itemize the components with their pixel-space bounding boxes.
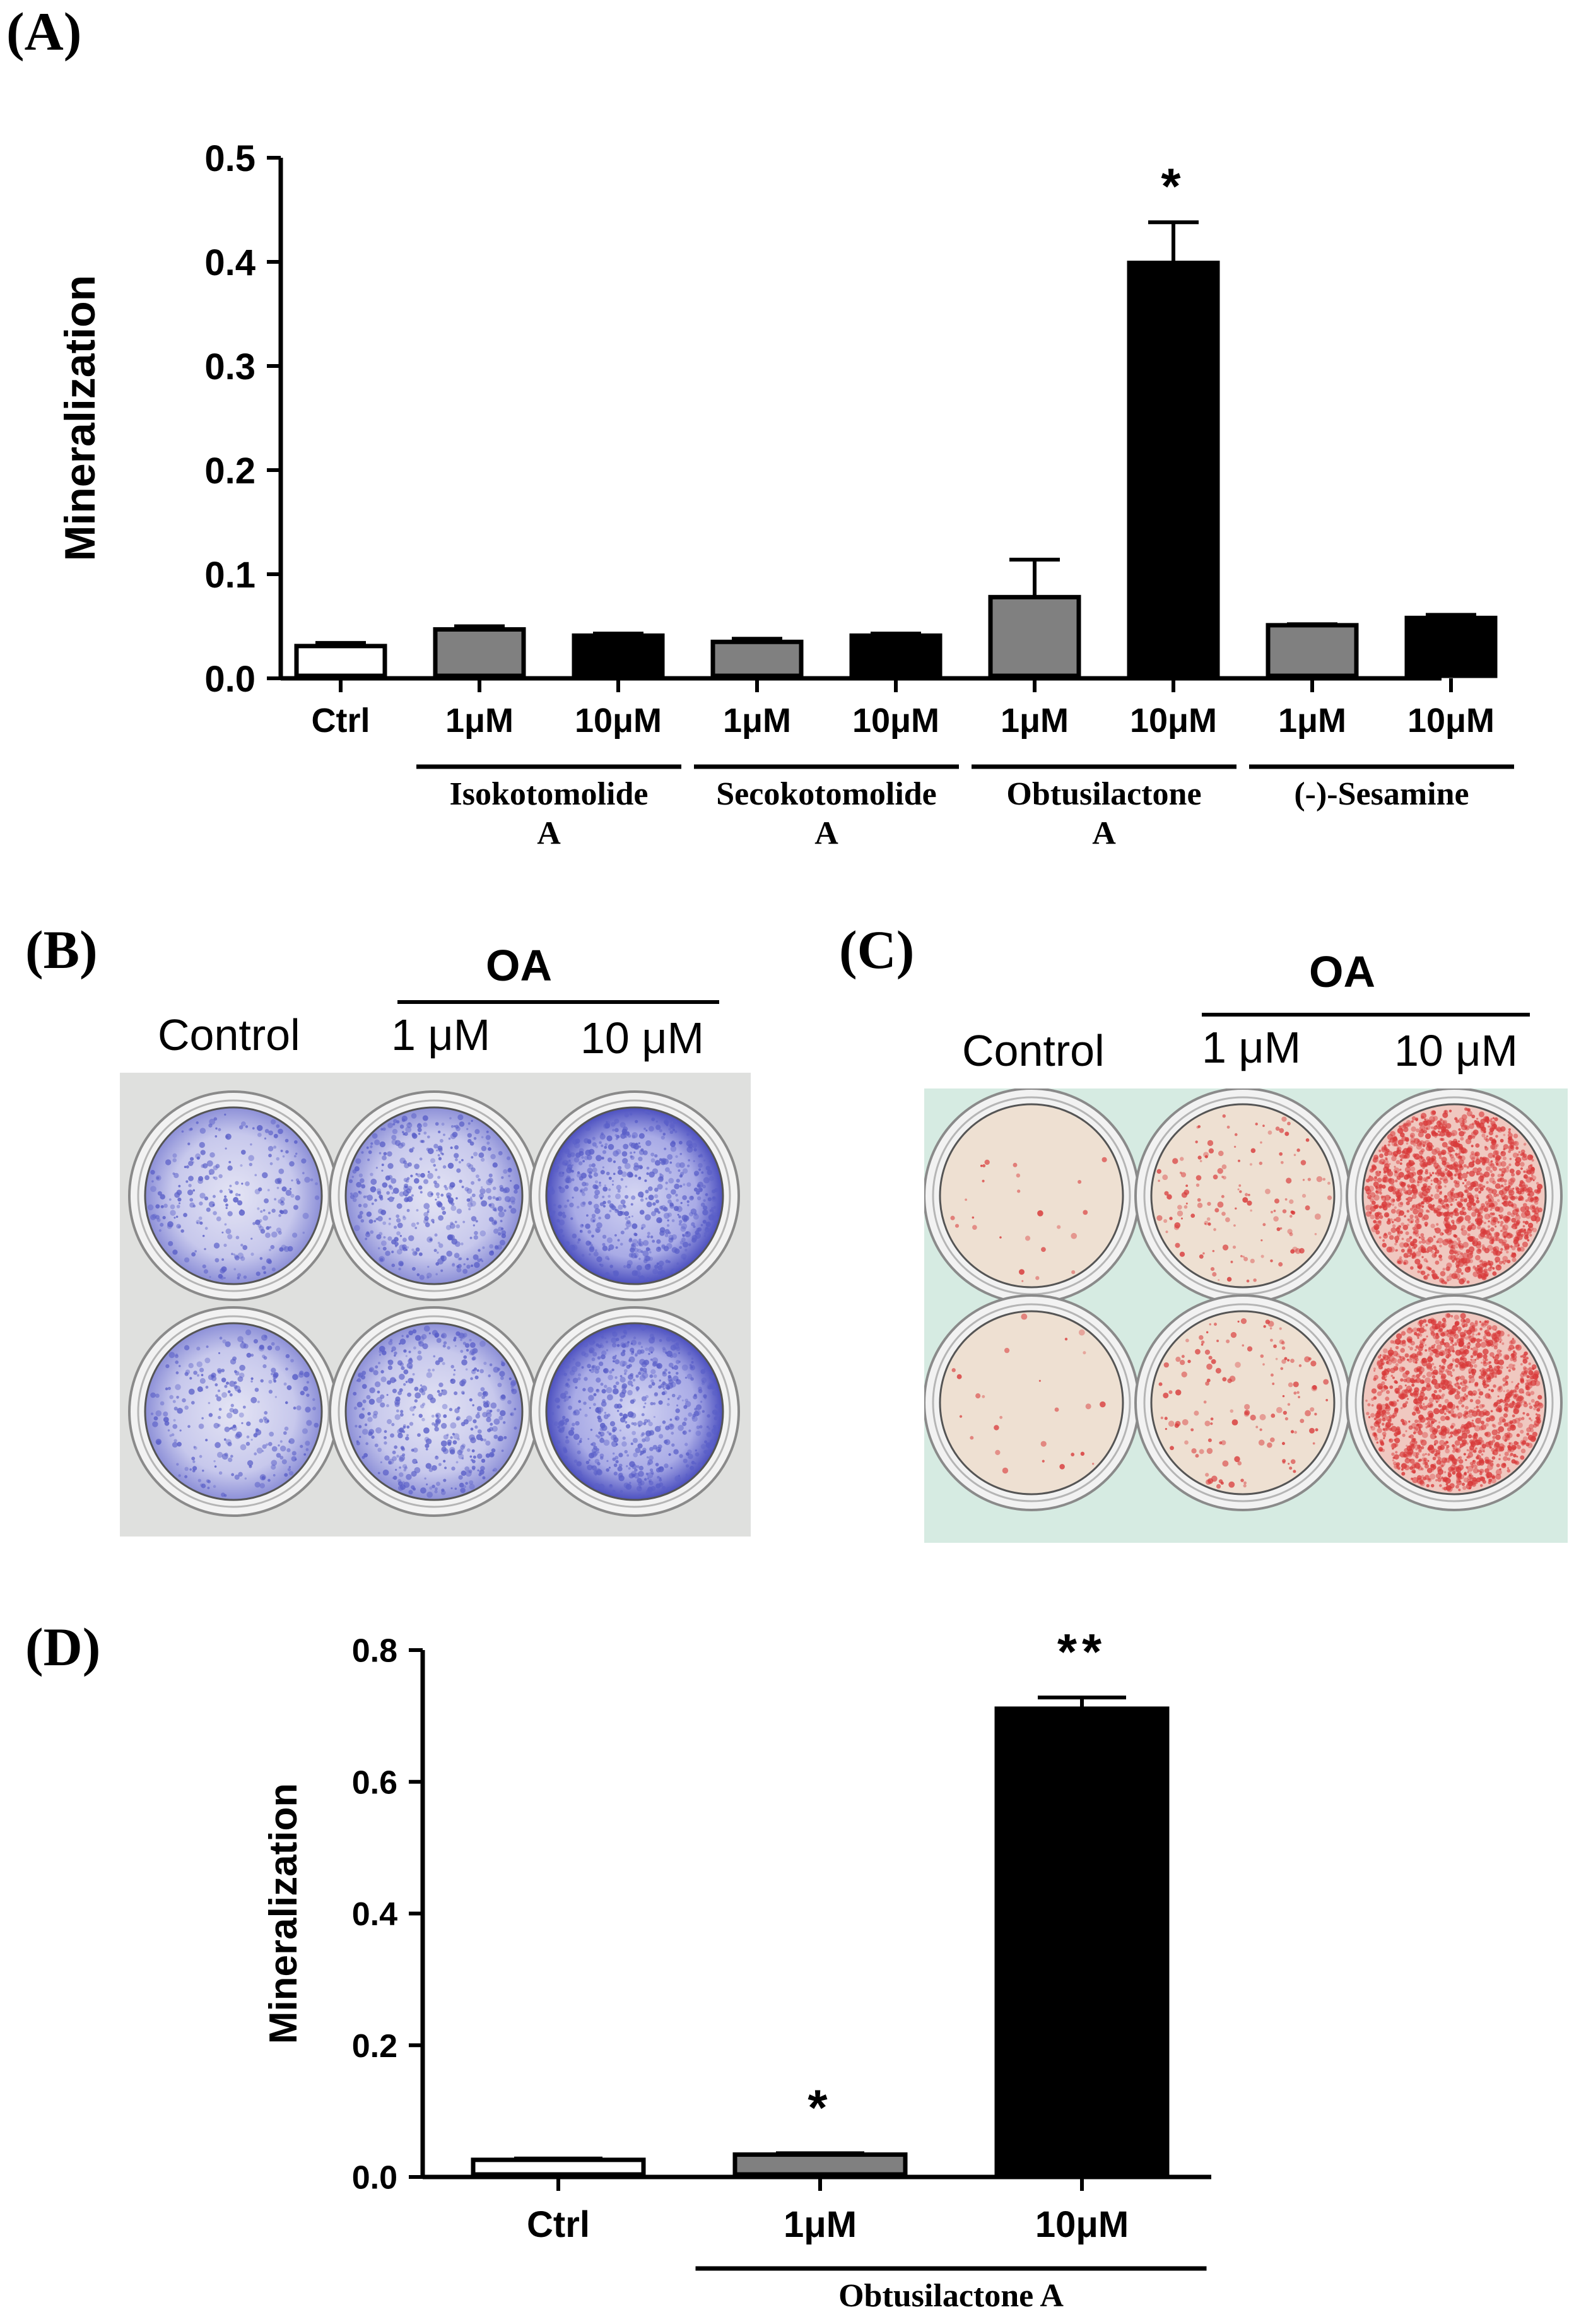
- mineralization-bar-chart-a: 0.0 0.1 0.2 0.3 0.4 0.5 Mineralization Ctrl 1μM 1…: [56, 138, 1514, 851]
- group-label: Obtusilactone A: [838, 2278, 1064, 2314]
- culture-well: [529, 1090, 740, 1301]
- culture-well: [529, 1306, 740, 1517]
- panel-b-header-10um: 10 μM: [580, 1013, 704, 1063]
- culture-well: [1134, 1294, 1351, 1511]
- culture-well: [329, 1090, 539, 1301]
- y-tick-label: 0.3: [204, 346, 256, 387]
- group-label-line2: A: [537, 815, 561, 851]
- mineralization-bar-chart-d: 0.0 0.2 0.4 0.6 0.8 Mineralization Ctrl 1μM * 10μ…: [262, 1624, 1211, 2314]
- panel-c-group-label: OA: [1309, 947, 1375, 996]
- y-axis-label: Mineralization: [262, 1783, 305, 2044]
- bar: [1127, 261, 1220, 678]
- x-category-label: Ctrl: [312, 702, 370, 740]
- x-category-label: 10μM: [852, 702, 939, 740]
- x-category-label: 10μM: [1035, 2204, 1129, 2245]
- y-tick-label: 0.0: [352, 2160, 397, 2197]
- panel-b-group-line: [397, 1000, 719, 1004]
- culture-well: [329, 1306, 539, 1517]
- bar: [732, 2152, 908, 2177]
- culture-well: [1346, 1088, 1563, 1304]
- bar: [471, 2157, 646, 2177]
- y-tick-label: 0.1: [204, 555, 256, 596]
- x-category-label: 1μM: [1001, 702, 1069, 740]
- x-category-label: 1μM: [784, 2204, 857, 2245]
- y-tick-label: 0.5: [204, 138, 256, 179]
- group-label: Obtusilactone: [1006, 776, 1201, 812]
- x-category-label: 1μM: [445, 702, 514, 740]
- culture-well: [1346, 1294, 1563, 1511]
- panel-c-label: (C): [839, 919, 915, 980]
- culture-well: [924, 1294, 1140, 1511]
- panel-c-group-line: [1202, 1013, 1530, 1017]
- panel-d-label: (D): [25, 1617, 101, 1677]
- bar: [572, 633, 665, 678]
- panel-c-header-1um: 1 μM: [1202, 1023, 1301, 1072]
- y-tick-label: 0.4: [204, 242, 256, 283]
- x-category-label: 1μM: [723, 702, 791, 740]
- y-tick-label: 0.6: [352, 1764, 397, 1801]
- bar: [1266, 623, 1359, 678]
- panel-b-header-control: Control: [158, 1010, 300, 1059]
- y-tick-label: 0.4: [352, 1896, 397, 1933]
- bar: [433, 627, 526, 678]
- significance-marker: *: [808, 2079, 832, 2135]
- y-tick-label: 0.2: [204, 451, 256, 492]
- culture-well: [1134, 1088, 1351, 1304]
- y-tick-label: 0.0: [204, 659, 256, 700]
- culture-well: [924, 1088, 1140, 1304]
- bar: [1404, 615, 1498, 678]
- x-category-label: Ctrl: [527, 2204, 590, 2245]
- ars-stain-well-plate-photo: [924, 1088, 1568, 1543]
- culture-well: [128, 1090, 339, 1301]
- x-category-label: 10μM: [1407, 702, 1495, 740]
- group-label-line2: A: [814, 815, 838, 851]
- group-label-line2: A: [1092, 815, 1116, 851]
- bar: [849, 633, 943, 678]
- x-category-label: 10μM: [575, 702, 662, 740]
- x-category-label: 10μM: [1130, 702, 1217, 740]
- bar: [988, 594, 1081, 678]
- y-tick-label: 0.2: [352, 2028, 397, 2065]
- significance-marker: **: [1057, 1624, 1107, 1680]
- alp-stain-well-plate-photo: [120, 1073, 751, 1537]
- bar: [994, 1706, 1170, 2177]
- panel-a-label: (A): [6, 1, 82, 62]
- bar: [710, 639, 804, 678]
- culture-well: [128, 1306, 339, 1517]
- group-label: (-)-Sesamine: [1294, 776, 1469, 812]
- panel-b-group-label: OA: [486, 941, 552, 990]
- y-tick-label: 0.8: [352, 1633, 397, 1670]
- y-axis-label: Mineralization: [56, 275, 104, 561]
- group-label: Isokotomolide: [450, 776, 649, 812]
- group-label: Secokotomolide: [716, 776, 937, 812]
- significance-marker: *: [1161, 158, 1185, 214]
- bar: [294, 644, 387, 678]
- panel-b-header-1um: 1 μM: [391, 1010, 491, 1059]
- panel-c-header-10um: 10 μM: [1394, 1026, 1518, 1075]
- panel-c-header-control: Control: [962, 1026, 1105, 1075]
- x-category-label: 1μM: [1278, 702, 1346, 740]
- panel-b-label: (B): [25, 919, 98, 980]
